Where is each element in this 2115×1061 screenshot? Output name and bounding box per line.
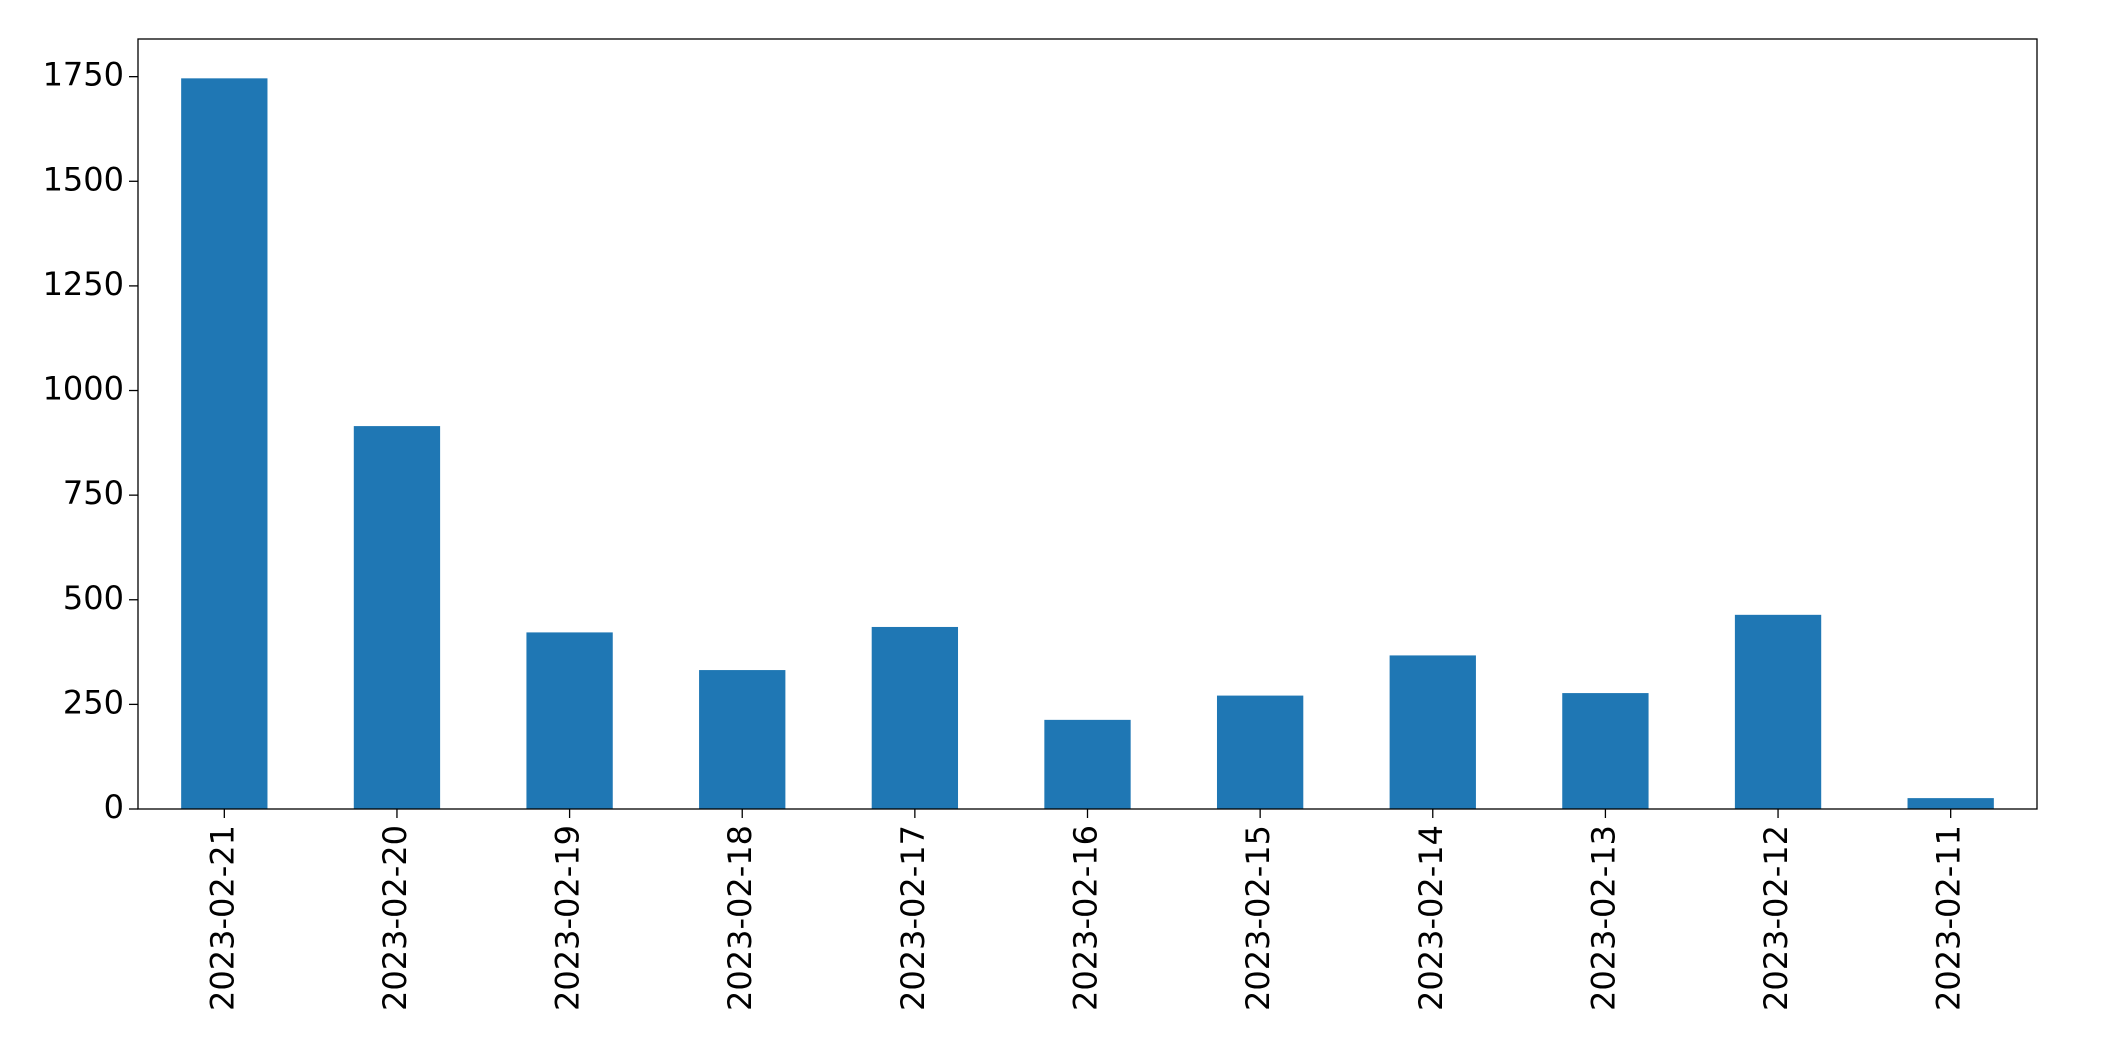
x-tick-label: 2023-02-13	[1584, 825, 1622, 1011]
x-tick-label: 2023-02-14	[1412, 825, 1450, 1011]
bar	[699, 670, 786, 809]
y-tick-label: 1250	[43, 265, 124, 303]
y-tick-label: 500	[63, 579, 124, 617]
y-tick-label: 0	[104, 788, 124, 826]
x-tick-label: 2023-02-11	[1930, 825, 1968, 1011]
bar	[1044, 719, 1131, 809]
plot-frame	[137, 38, 2038, 810]
bar	[1562, 693, 1649, 809]
x-tick-label: 2023-02-15	[1239, 825, 1277, 1011]
bar	[181, 78, 268, 809]
bar	[1389, 655, 1476, 809]
y-tick-label: 250	[63, 683, 124, 721]
bar	[1907, 798, 1994, 809]
bar	[871, 626, 959, 809]
y-tick-label: 1000	[43, 370, 124, 408]
x-tick-label: 2023-02-21	[203, 825, 241, 1011]
x-tick-label: 2023-02-12	[1757, 825, 1795, 1011]
bar	[353, 426, 441, 809]
bar	[526, 632, 613, 809]
bar	[1216, 695, 1304, 809]
x-tick-label: 2023-02-19	[549, 825, 587, 1011]
bar	[1734, 614, 1822, 809]
x-tick-label: 2023-02-16	[1067, 825, 1105, 1011]
y-tick-label: 1500	[43, 160, 124, 198]
y-tick-label: 750	[63, 474, 124, 512]
x-tick-label: 2023-02-18	[721, 825, 759, 1011]
x-tick-label: 2023-02-17	[894, 825, 932, 1011]
x-tick-label: 2023-02-20	[376, 825, 414, 1011]
y-tick-label: 1750	[43, 56, 124, 94]
